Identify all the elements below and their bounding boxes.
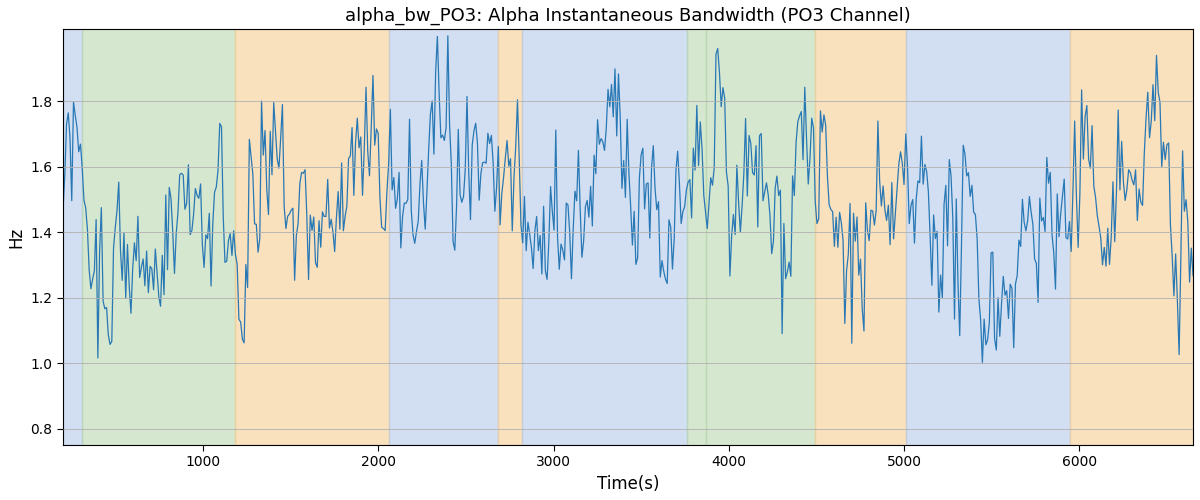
Bar bbox=[686, 30, 706, 445]
Bar bbox=[706, 30, 815, 445]
Bar bbox=[389, 30, 498, 445]
Bar bbox=[83, 30, 235, 445]
Y-axis label: Hz: Hz bbox=[7, 226, 25, 248]
Bar bbox=[498, 30, 522, 445]
Bar bbox=[815, 30, 906, 445]
Bar bbox=[64, 30, 83, 445]
Title: alpha_bw_PO3: Alpha Instantaneous Bandwidth (PO3 Channel): alpha_bw_PO3: Alpha Instantaneous Bandwi… bbox=[346, 7, 911, 25]
Bar bbox=[906, 30, 1070, 445]
X-axis label: Time(s): Time(s) bbox=[596, 475, 659, 493]
Bar bbox=[522, 30, 686, 445]
Bar bbox=[1070, 30, 1193, 445]
Bar bbox=[235, 30, 389, 445]
